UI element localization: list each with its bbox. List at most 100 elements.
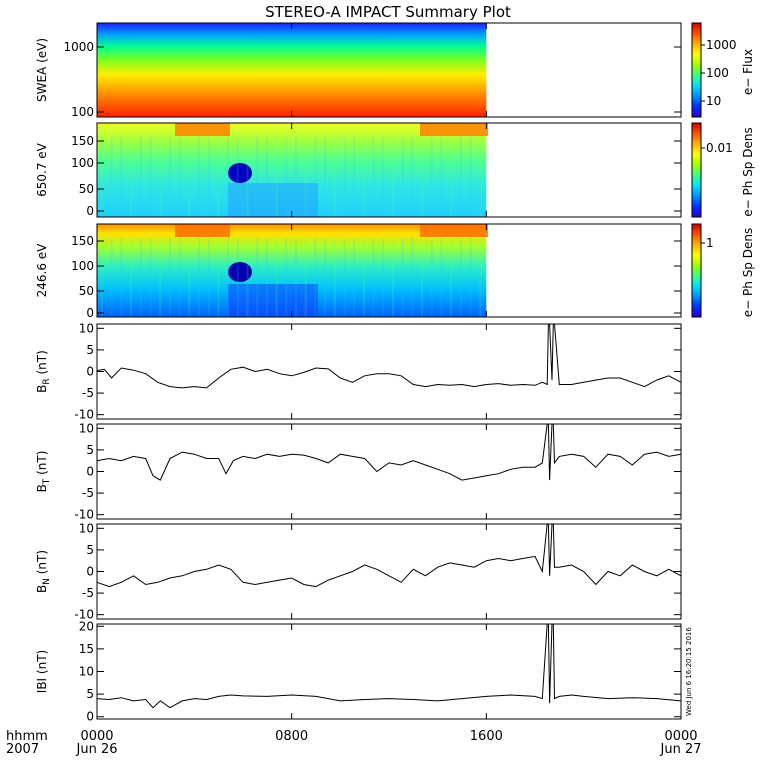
spectrogram-stripe — [392, 238, 394, 317]
spectrogram-stripe — [362, 238, 365, 317]
panel-frame — [96, 22, 682, 118]
spectrogram-stripe — [159, 238, 162, 317]
y-tick-label: 10 — [79, 321, 94, 335]
y-tick-label: 20 — [79, 619, 94, 633]
spectrogram-stripe — [265, 238, 268, 317]
spectrogram-stripe — [333, 137, 336, 217]
spectrogram-stripe — [207, 238, 210, 317]
time-tick-date: Jun 26 — [76, 742, 118, 757]
spectrogram-stripe — [188, 238, 191, 317]
y-tick-label: 0 — [86, 565, 94, 579]
colorbar: 1 e− Ph Sp Dens — [691, 223, 755, 318]
y-tick-label: 150 — [71, 134, 94, 148]
spectrogram-stripe — [101, 238, 103, 317]
spectrogram-stripe — [236, 238, 239, 317]
line-panel-r: 10 5 0 -5 -10 BR (nT) — [35, 321, 682, 422]
spectrogram-stripe — [256, 137, 259, 217]
y-tick-label: -5 — [82, 486, 94, 500]
spectrogram-stripe — [168, 137, 171, 217]
panel-ylabel: BN (nT) — [35, 550, 52, 593]
spectrogram-stripe — [130, 238, 133, 317]
spectrogram-stripe — [227, 238, 230, 317]
y-tick-label: 15 — [79, 642, 94, 656]
time-corner-label-year: 2007 — [6, 742, 39, 757]
spectrogram-stripe — [411, 137, 414, 217]
spectrogram-stripe — [440, 238, 443, 317]
spectrogram-stripe — [295, 137, 297, 217]
y-tick-label: 10 — [79, 665, 94, 679]
spectrogram-feature — [228, 284, 318, 317]
spectrogram-stripe — [304, 238, 307, 317]
y-tick-label: 10 — [79, 521, 94, 535]
colorbar-scale — [691, 22, 702, 118]
colorbar-label: e− Ph Sp Dens — [741, 127, 755, 216]
spectrogram-image — [97, 23, 487, 117]
spectrogram-stripe — [324, 137, 327, 217]
spectrogram-stripe — [236, 137, 239, 217]
y-tick-label: 50 — [79, 182, 94, 196]
colorbar-scale — [691, 122, 702, 218]
y-tick-label: 0 — [86, 710, 94, 724]
spectrogram-stripe — [304, 137, 307, 217]
spectrogram-stripe — [139, 238, 142, 317]
spectrogram-stripe — [285, 137, 288, 217]
spectrogram-feature — [420, 224, 488, 237]
spectrogram-stripe — [353, 137, 356, 217]
spectrogram-stripe — [392, 137, 394, 217]
series-line — [96, 323, 682, 389]
y-tick-label: 5 — [86, 687, 94, 701]
time-tick-label: 0000 — [664, 729, 697, 744]
panel-ylabel: 650.7 eV — [35, 142, 49, 197]
spectrogram-stripe — [168, 238, 171, 317]
spectrogram-stripe — [217, 238, 220, 317]
panel-ylabel: BT (nT) — [35, 451, 52, 493]
spectrogram-stripe — [101, 137, 103, 217]
spectrogram-stripe — [295, 238, 297, 317]
y-tick-label: 0 — [86, 204, 94, 218]
y-tick-label: 5 — [86, 443, 94, 457]
y-tick-label: 50 — [79, 284, 94, 298]
spectrogram-stripe — [459, 137, 462, 217]
magnetic-field-panels: 10 5 0 -5 -10 BR (nT) 10 5 0 -5 -10 BT (nT) 10 5 0 -5 -1… — [35, 321, 682, 724]
panel-frame — [96, 623, 682, 720]
line-panel-t: 10 5 0 -5 -10 BT (nT) — [35, 421, 682, 522]
y-tick-label: 1000 — [63, 40, 94, 54]
colorbar: 1000 100 10 e− Flux — [691, 22, 755, 118]
spectrogram-stripe — [362, 137, 365, 217]
spectrogram-stripe — [382, 137, 385, 217]
spectrogram-stripe — [469, 238, 472, 317]
colorbar-tick-label: 0.01 — [706, 141, 733, 155]
y-tick-label: 150 — [71, 234, 94, 248]
spectrogram-panel-3: 150 100 50 0 246.6 eV 1 e− Ph Sp Dens — [35, 223, 755, 320]
y-tick-label: 5 — [86, 343, 94, 357]
spectrogram-stripe — [372, 238, 375, 317]
spectrogram-stripe — [343, 137, 346, 217]
spectrogram-stripe — [198, 238, 200, 317]
panel-ylabel: 246.6 eV — [35, 243, 49, 298]
spectrogram-feature — [175, 224, 230, 237]
colorbar-tick-label: 100 — [706, 66, 729, 80]
panel-ylabel: SWEA (eV) — [35, 38, 49, 102]
spectrogram-stripe — [450, 238, 453, 317]
y-tick-label: -10 — [74, 508, 94, 522]
panel-frame — [96, 223, 682, 318]
spectrogram-stripe — [246, 137, 249, 217]
spectrogram-stripe — [285, 238, 288, 317]
spectrogram-stripe — [333, 238, 336, 317]
series-line — [96, 623, 682, 709]
spectrogram-stripe — [198, 137, 200, 217]
spectrogram-stripe — [440, 137, 443, 217]
spectrogram-feature — [228, 183, 318, 217]
y-tick-label: 100 — [71, 259, 94, 273]
time-corner-label-hhmm: hhmm — [6, 729, 48, 744]
spectrogram-stripe — [110, 238, 113, 317]
time-tick-label: 1600 — [470, 729, 503, 744]
series-line — [96, 423, 682, 481]
spectrogram-feature — [228, 262, 252, 282]
spectrogram-stripe — [139, 137, 142, 217]
panel-frame — [96, 323, 682, 420]
series-line — [96, 523, 682, 588]
spectrogram-stripe — [401, 137, 404, 217]
panel-frame — [96, 523, 682, 620]
y-tick-label: -10 — [74, 408, 94, 422]
